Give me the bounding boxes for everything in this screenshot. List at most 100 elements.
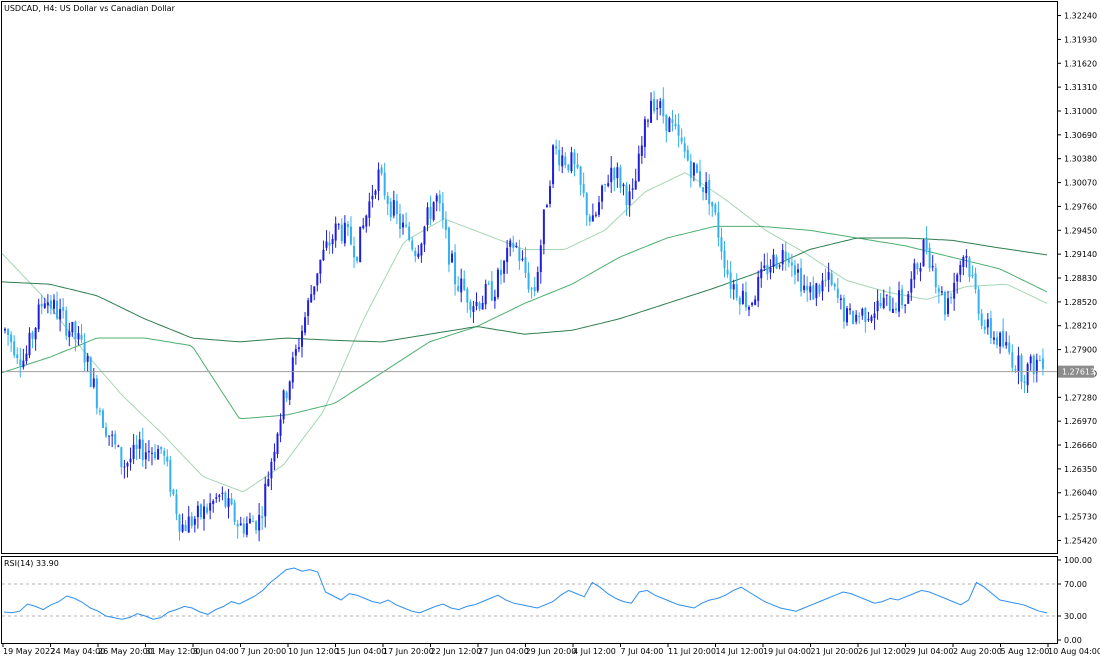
candle (867, 311, 870, 322)
price-tick-label: 1.30070 (1064, 179, 1097, 188)
candle (310, 284, 313, 304)
candle (830, 270, 833, 287)
candle (968, 256, 971, 283)
candle (699, 159, 702, 189)
price-tick-label: 1.25420 (1064, 536, 1097, 545)
candle (37, 298, 40, 333)
candle (120, 446, 123, 475)
candle (913, 258, 916, 289)
candle (748, 305, 751, 317)
candle (105, 422, 108, 438)
candle (885, 294, 888, 306)
candle (640, 136, 643, 164)
candle (943, 290, 946, 321)
price-tick-label: 1.32240 (1064, 12, 1097, 21)
candle (668, 116, 671, 133)
candle (548, 180, 551, 208)
candle (879, 292, 882, 309)
candle (717, 201, 720, 247)
candle (359, 226, 362, 263)
candle (588, 213, 591, 226)
candle (300, 325, 303, 358)
candle (7, 328, 10, 346)
candle (31, 330, 34, 349)
candle (233, 499, 236, 525)
candle (796, 263, 799, 282)
candle (778, 264, 781, 270)
candle (754, 295, 757, 306)
candle (279, 413, 282, 443)
candle (512, 235, 515, 253)
candle (907, 290, 910, 305)
time-tick-label: 10 Aug 04:00 (1048, 647, 1100, 656)
candle (52, 294, 55, 315)
candle (683, 136, 686, 159)
candle (812, 276, 815, 300)
candle (334, 216, 337, 248)
price-tick-label: 1.30380 (1064, 155, 1097, 164)
candle (555, 139, 558, 155)
candle (977, 286, 980, 321)
rsi-panel: 100.00 70.00 30.00 0.00 (2, 556, 1092, 645)
candle (772, 248, 775, 274)
candle (405, 212, 408, 228)
time-tick-label: 22 Jun 12:00 (431, 647, 482, 656)
candle (496, 267, 499, 300)
candle (490, 271, 493, 302)
candle (166, 449, 169, 467)
candle (236, 519, 239, 539)
candle (28, 327, 31, 359)
candle (95, 375, 98, 415)
candle (910, 271, 913, 301)
time-tick-label: 3 Jun 04:00 (193, 647, 239, 656)
candle (325, 230, 328, 251)
candle (870, 314, 873, 324)
candle (738, 295, 741, 315)
candle (1041, 348, 1044, 376)
candle (873, 301, 876, 330)
candle (996, 331, 999, 349)
candle (781, 243, 784, 271)
candle (451, 250, 454, 264)
candle (426, 202, 429, 232)
candle (114, 430, 117, 449)
candle (101, 408, 104, 428)
candle (463, 270, 466, 292)
candle (659, 98, 662, 116)
candle (839, 294, 842, 310)
candle (218, 493, 221, 502)
candle (444, 211, 447, 239)
candle (423, 225, 426, 252)
candle (928, 242, 931, 273)
candle (230, 492, 233, 506)
moving-average-line-1 (1, 172, 1048, 493)
time-tick-label: 4 Jul 12:00 (573, 647, 616, 656)
candle (255, 520, 258, 534)
price-tick-label: 1.31310 (1064, 83, 1097, 92)
candle (273, 443, 276, 471)
rsi-tick-label: 30.00 (1064, 612, 1087, 621)
candle (545, 203, 548, 208)
candle (129, 447, 132, 471)
candle (487, 280, 490, 286)
candle (619, 164, 622, 194)
candle (383, 162, 386, 200)
candle (824, 268, 827, 287)
candle (882, 289, 885, 310)
time-tick-label: 31 May 12:00 (146, 647, 201, 656)
candle (784, 241, 787, 271)
candle (992, 331, 995, 345)
candle (380, 164, 383, 176)
candle (420, 242, 423, 263)
candle (475, 292, 478, 311)
candle (962, 255, 965, 276)
candle (441, 191, 444, 229)
candle (417, 245, 420, 260)
candle (686, 145, 689, 162)
candle (157, 445, 160, 460)
candle (680, 128, 683, 145)
candle (533, 276, 536, 297)
candle (980, 308, 983, 329)
